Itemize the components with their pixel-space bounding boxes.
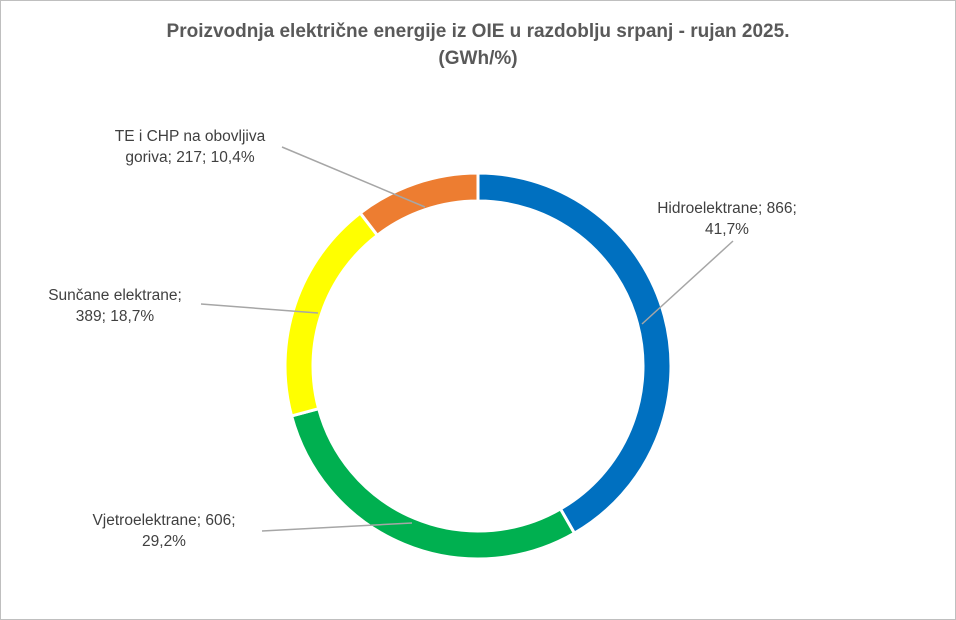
chart-title-line2: (GWh/%) bbox=[438, 48, 518, 69]
leader-line bbox=[641, 240, 734, 325]
data-label-line: TE i CHP na obovljiva bbox=[115, 128, 266, 145]
data-label: Hidroelektrane; 866; 41,7% bbox=[657, 200, 797, 238]
leader-line bbox=[261, 522, 413, 532]
data-label-line: Sunčane elektrane; bbox=[48, 287, 182, 304]
data-label: Vjetroelektrane; 606; 29,2% bbox=[92, 512, 235, 550]
data-label-line: 29,2% bbox=[142, 533, 186, 550]
slice-hidroelektrane bbox=[476, 171, 673, 536]
data-label-line: 389; 18,7% bbox=[76, 308, 155, 325]
data-label-line: Hidroelektrane; 866; bbox=[657, 200, 797, 217]
data-label-line: Vjetroelektrane; 606; bbox=[92, 512, 235, 529]
data-label-line: goriva; 217; 10,4% bbox=[125, 149, 254, 166]
data-label: TE i CHP na obovljiva goriva; 217; 10,4% bbox=[115, 128, 266, 166]
slice-sun-ane-elektrane bbox=[283, 210, 380, 418]
chart-title-line1: Proizvodnja električne energije iz OIE u… bbox=[166, 21, 790, 42]
data-label: Sunčane elektrane; 389; 18,7% bbox=[48, 287, 182, 325]
leader-line bbox=[200, 303, 319, 314]
data-label-line: 41,7% bbox=[705, 221, 749, 238]
leader-line bbox=[281, 146, 426, 208]
slice-vjetroelektrane bbox=[289, 406, 577, 561]
chart-title: Proizvodnja električne energije iz OIE u… bbox=[0, 18, 956, 72]
